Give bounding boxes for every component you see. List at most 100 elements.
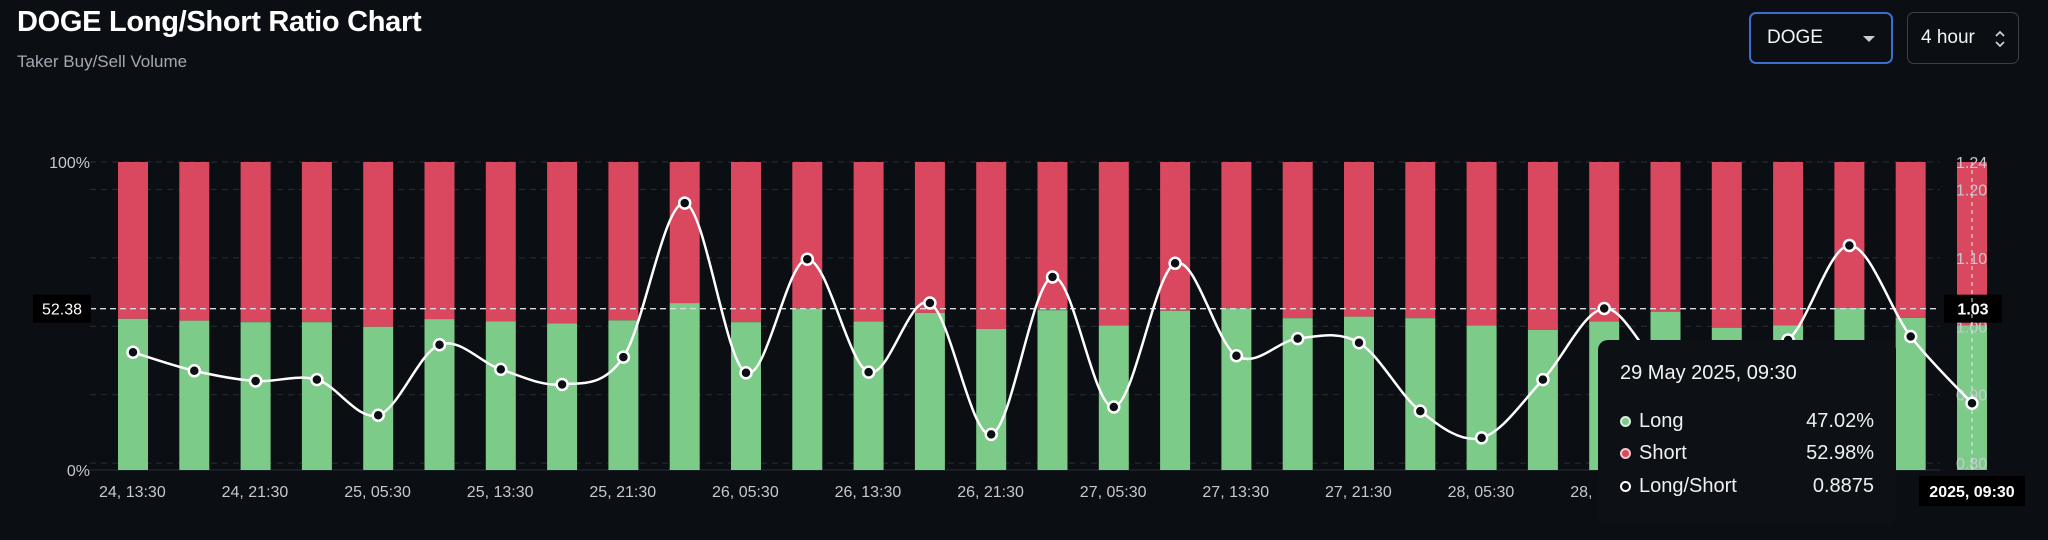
short-bar <box>485 162 516 322</box>
short-bar <box>118 162 148 319</box>
short-bar <box>608 162 639 321</box>
short-bar <box>424 162 455 320</box>
short-bar <box>1527 162 1558 330</box>
short-bar <box>792 162 823 309</box>
long-bar <box>669 303 700 470</box>
chevron-down-icon <box>1863 36 1875 42</box>
tooltip-value: 52.98% <box>1806 442 1874 465</box>
short-bar <box>1834 162 1865 308</box>
x-axis-tick: 2025, 09:30 <box>1929 484 2015 501</box>
short-bar <box>1711 162 1742 328</box>
tooltip-row-long: Long 47.02% <box>1620 405 1874 438</box>
long-bar <box>792 308 823 470</box>
x-axis-tick: 27, 13:30 <box>1202 484 1269 501</box>
ratio-points <box>126 196 1979 445</box>
right-marker-badge <box>1944 294 2002 323</box>
ratio-point <box>1842 238 1857 253</box>
ratio-point <box>1413 404 1428 418</box>
ratio-point <box>861 365 876 379</box>
short-bar <box>731 162 761 323</box>
x-axis-tick: 26, 13:30 <box>835 484 902 501</box>
x-axis-tick: 28, 05:30 <box>1448 484 1515 501</box>
x-axis-tick: 24, 21:30 <box>222 484 289 501</box>
tooltip-value: 0.8875 <box>1812 474 1874 497</box>
up-down-chevron-icon <box>1995 30 2005 48</box>
ratio-point <box>1290 331 1305 346</box>
ratio-point <box>1352 335 1366 350</box>
ratio-point <box>1045 270 1060 284</box>
ratio-point <box>248 374 263 388</box>
short-legend-dot-icon <box>1620 448 1631 460</box>
left-axis-tick: 0% <box>67 463 90 480</box>
reference-markers: 52.38 1.03 2025, 09:30 <box>33 162 2025 506</box>
tooltip-label: Long <box>1639 409 1684 432</box>
short-bar <box>1466 162 1497 326</box>
ratio-point <box>371 408 385 422</box>
long-bar <box>853 321 884 470</box>
short-bar <box>179 162 210 321</box>
short-bar <box>1650 162 1681 312</box>
interval-select-value: 4 hour <box>1921 27 1975 48</box>
ratio-point <box>923 296 937 310</box>
page-title: DOGE Long/Short Ratio Chart <box>17 6 422 38</box>
x-axis-tick: 25, 13:30 <box>467 484 534 501</box>
tooltip-time: 29 May 2025, 09:30 <box>1620 362 1797 384</box>
interval-select[interactable]: 4 hour <box>1907 12 2019 64</box>
ratio-point <box>432 337 447 352</box>
ratio-point <box>1474 431 1489 445</box>
ratio-point <box>1536 372 1550 387</box>
ratio-point <box>1965 396 1979 411</box>
long-bar <box>976 328 1007 470</box>
x-axis-tick: 25, 05:30 <box>344 484 411 501</box>
ratio-point <box>187 364 202 378</box>
tooltip-label: Short <box>1639 442 1687 465</box>
long-bar <box>1527 329 1558 470</box>
long-bar <box>1221 308 1252 470</box>
short-bar <box>1221 162 1252 309</box>
tooltip-row-ratio: Long/Short 0.8875 <box>1620 470 1874 503</box>
page-subtitle: Taker Buy/Sell Volume <box>17 52 188 71</box>
long-bar <box>179 320 210 470</box>
ratio-point <box>1168 256 1182 271</box>
short-bar <box>1589 162 1620 322</box>
ratio-point <box>126 345 140 360</box>
x-axis-tick: 26, 05:30 <box>712 484 779 501</box>
ratio-point <box>739 366 753 380</box>
left-marker-badge <box>33 294 91 323</box>
long-bar <box>1160 310 1191 470</box>
long-bar <box>608 320 639 470</box>
ratio-point <box>494 362 508 377</box>
long-bar <box>547 323 578 470</box>
x-hover-badge <box>1919 476 2025 506</box>
short-bar <box>1344 162 1374 317</box>
symbol-select[interactable]: DOGE <box>1749 12 1893 64</box>
short-bar <box>1160 162 1191 311</box>
long-bar <box>301 322 332 470</box>
symbol-select-value: DOGE <box>1767 27 1823 48</box>
tooltip-value: 47.02% <box>1806 409 1874 432</box>
ratio-legend-dot-icon <box>1620 480 1631 492</box>
ratio-point <box>555 377 569 392</box>
long-legend-dot-icon <box>1620 415 1631 427</box>
ratio-point <box>1903 329 1918 344</box>
short-bar <box>547 162 578 324</box>
short-bar <box>914 162 945 313</box>
x-axis-tick: 28, <box>1570 484 1592 501</box>
long-bar <box>363 326 394 470</box>
short-bar <box>240 162 271 323</box>
left-marker-label: 52.38 <box>42 302 82 319</box>
ratio-point <box>310 372 324 387</box>
long-bar <box>1037 310 1068 470</box>
long-bar <box>485 321 516 470</box>
ratio-point <box>1597 301 1611 316</box>
right-axis-tick: 0.80 <box>1956 456 1987 473</box>
ratio-point <box>616 350 631 364</box>
ratio-point <box>800 252 815 266</box>
ratio-point <box>1229 348 1244 363</box>
chart-tooltip: 29 May 2025, 09:30 Long 47.02% Short 52.… <box>1598 340 1896 525</box>
short-bar <box>976 162 1007 329</box>
short-bar <box>1895 162 1926 318</box>
long-bar <box>1466 325 1497 470</box>
right-marker-label: 1.03 <box>1957 302 1988 319</box>
